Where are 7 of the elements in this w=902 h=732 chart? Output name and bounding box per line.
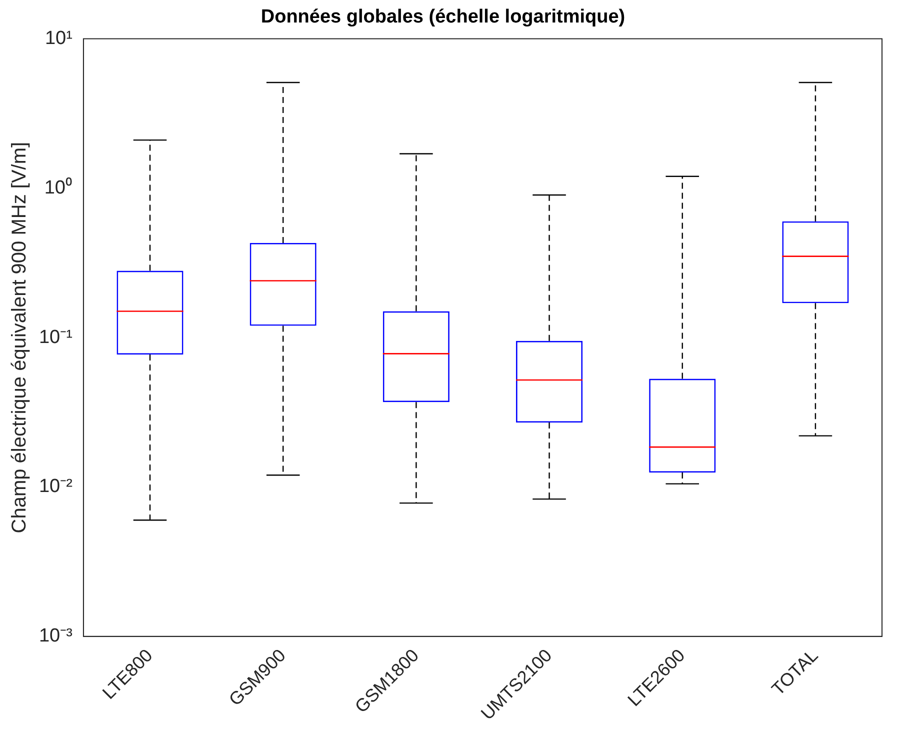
y-tick-label: 10⁰ xyxy=(44,176,72,198)
y-axis-title: Champ électrique équivalent 900 MHz [V/m] xyxy=(8,142,31,534)
chart-title: Données globales (échelle logaritmique) xyxy=(260,6,626,28)
y-tick-label: 10⁻³ xyxy=(38,626,72,647)
y-tick-label: 10⁻² xyxy=(38,476,72,498)
y-tick-label: 10¹ xyxy=(44,28,72,50)
y-tick-label: 10⁻¹ xyxy=(38,326,72,348)
